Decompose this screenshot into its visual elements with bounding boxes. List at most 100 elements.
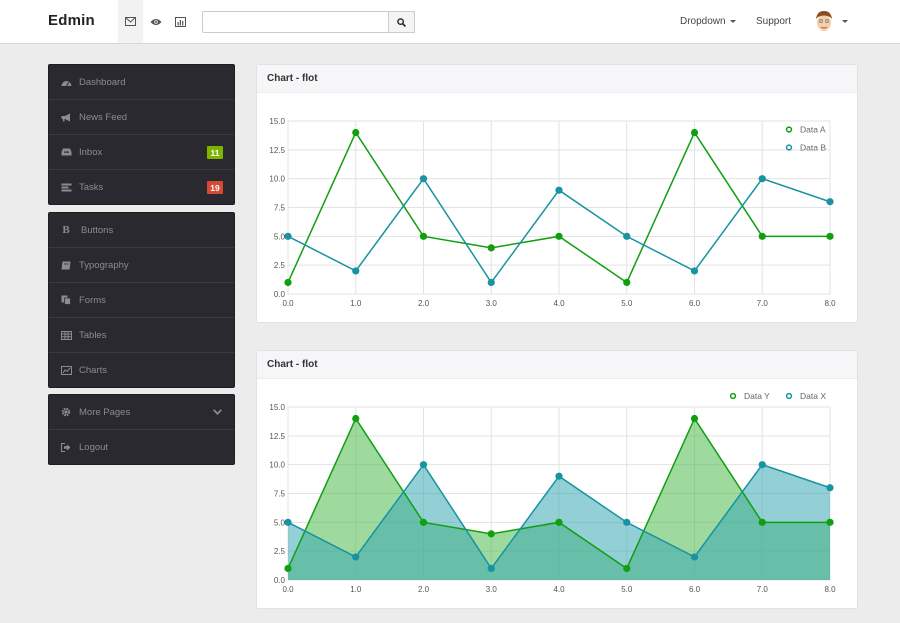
y-tick-label: 12.5	[269, 432, 285, 441]
bar-chart-icon[interactable]	[168, 0, 193, 43]
chart-panel-area: Chart - flot 0.0 1.0 2.0 3.0 4.0 5.0 6.0 7.0 8.0…	[256, 350, 858, 609]
data-point	[758, 518, 766, 526]
data-point	[352, 414, 360, 423]
sidebar-item-label: More Pages	[79, 406, 131, 418]
support-link[interactable]: Support	[756, 0, 791, 43]
panel-title: Chart - flot	[257, 351, 857, 379]
eye-icon[interactable]	[143, 0, 168, 43]
y-tick-label: 2.5	[274, 261, 286, 270]
bold-icon: B	[62, 224, 70, 236]
x-tick-label: 4.0	[553, 299, 565, 308]
data-point	[419, 461, 428, 469]
data-point	[623, 564, 631, 573]
sidebar-item-tables[interactable]: Tables	[49, 318, 234, 353]
top-navbar: Edmin Dropdown Support	[0, 0, 900, 44]
x-tick-label: 0.0	[282, 585, 294, 594]
sidebar-item-charts[interactable]: Charts	[49, 353, 234, 388]
data-point	[690, 414, 699, 423]
paste-icon	[60, 294, 72, 306]
data-point	[284, 564, 292, 573]
book-icon	[60, 259, 72, 271]
data-point	[623, 278, 631, 287]
sidebar-item-news-feed[interactable]: News Feed	[49, 100, 234, 135]
data-point	[690, 128, 699, 137]
line-chart: 0.0 1.0 2.0 3.0 4.0 5.0 6.0 7.0 8.0 0.0 2.5 5.0 7.5 1…	[269, 117, 836, 308]
x-tick-label: 8.0	[824, 585, 836, 594]
x-tick-label: 2.0	[418, 299, 430, 308]
legend-label: Data X	[800, 391, 826, 401]
y-tick-label: 0.0	[274, 576, 286, 585]
chart-panel-line: Chart - flot 0.0 1.0 2.0 3.0 4.0 5.0 6.0 7.0 8.0…	[256, 64, 858, 323]
data-point	[555, 186, 563, 194]
brand-logo[interactable]: Edmin	[48, 12, 95, 29]
inbox-icon	[60, 146, 72, 158]
nav-icon-group	[118, 0, 193, 43]
x-tick-label: 1.0	[350, 585, 362, 594]
data-point	[758, 461, 766, 469]
sidebar-item-tasks[interactable]: Tasks 19	[49, 170, 234, 205]
chevron-down-icon[interactable]	[213, 407, 222, 418]
y-tick-label: 10.0	[269, 175, 285, 184]
data-point	[826, 518, 834, 526]
legend-swatch	[785, 126, 793, 133]
data-point	[419, 518, 428, 526]
legend-label: Data B	[800, 143, 826, 153]
sidebar-group-ui: B Buttons Typography Forms Tables Charts	[48, 212, 235, 388]
y-tick-label: 0.0	[274, 290, 286, 299]
sidebar-item-label: Tasks	[79, 182, 104, 193]
dropdown-menu[interactable]: Dropdown	[680, 0, 736, 43]
data-point	[487, 244, 495, 252]
data-point	[758, 232, 766, 240]
sidebar-item-logout[interactable]: Logout	[49, 430, 234, 465]
data-point	[555, 472, 563, 480]
x-tick-label: 6.0	[689, 299, 701, 308]
legend-label: Data A	[800, 125, 826, 135]
dropdown-label: Dropdown	[680, 16, 726, 27]
x-tick-label: 4.0	[553, 585, 565, 594]
search-button[interactable]	[389, 11, 415, 33]
search-input[interactable]	[202, 11, 389, 33]
sidebar-item-label: Typography	[79, 259, 129, 271]
user-menu[interactable]	[812, 9, 848, 33]
sidebar-item-inbox[interactable]: Inbox 11	[49, 135, 234, 170]
data-point	[555, 232, 563, 240]
caret-down-icon	[842, 19, 848, 23]
x-tick-label: 3.0	[486, 299, 498, 308]
tasks-icon	[60, 182, 72, 194]
sidebar-item-forms[interactable]: Forms	[49, 283, 234, 318]
sidebar-item-buttons[interactable]: B Buttons	[49, 213, 234, 248]
sidebar-item-label: Tables	[79, 329, 107, 341]
sidebar-item-typography[interactable]: Typography	[49, 248, 234, 283]
x-tick-label: 7.0	[757, 299, 769, 308]
sidebar-item-label: News Feed	[79, 111, 128, 123]
sidebar-item-label: Dashboard	[79, 76, 126, 88]
support-label: Support	[756, 16, 792, 27]
envelope-icon[interactable]	[118, 0, 143, 43]
sidebar-item-label: Buttons	[81, 224, 114, 236]
sidebar-item-more-pages[interactable]: More Pages	[49, 395, 234, 430]
data-point	[284, 278, 292, 287]
sidebar-item-label: Charts	[79, 365, 107, 376]
chart-legend: Data A Data B	[785, 125, 826, 153]
data-point	[419, 175, 428, 183]
sidebar-item-label: Forms	[79, 294, 106, 306]
y-tick-label: 15.0	[269, 403, 285, 412]
sidebar-group-extra: More Pages Logout	[48, 394, 235, 465]
data-point	[487, 278, 495, 287]
avatar	[812, 9, 836, 33]
x-tick-label: 5.0	[621, 585, 633, 594]
data-point	[690, 267, 699, 275]
bullhorn-icon	[60, 111, 72, 123]
data-point	[352, 267, 360, 275]
y-tick-label: 15.0	[269, 117, 285, 126]
legend-swatch	[729, 392, 737, 400]
panel-title: Chart - flot	[257, 65, 857, 93]
data-point	[419, 232, 428, 240]
cog-icon	[60, 406, 72, 418]
legend-swatch	[785, 392, 793, 400]
x-tick-label: 5.0	[621, 299, 633, 308]
sidebar-item-dashboard[interactable]: Dashboard	[49, 65, 234, 100]
data-point	[352, 128, 360, 137]
y-tick-label: 7.5	[274, 490, 286, 499]
data-point	[826, 198, 834, 206]
